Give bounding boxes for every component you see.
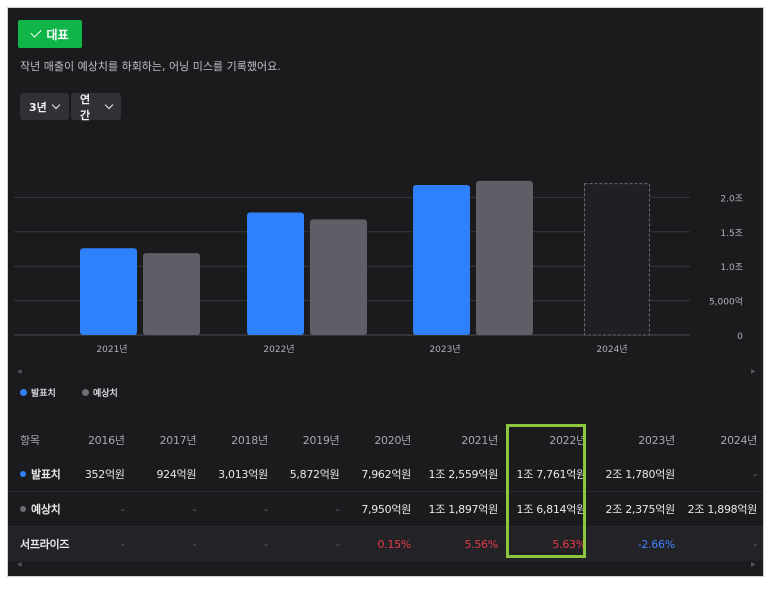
legend-item-actual: 발표치 [20,386,56,399]
table-header-cell: 2019년 [268,423,340,457]
table-cell: - [675,457,764,492]
bar-estimate [310,219,367,335]
estimate-dot-icon [20,506,26,512]
table-cell: - [125,492,197,527]
table-cell: 1조 6,814억원 [498,492,586,527]
x-tick-label: 2021년 [96,344,127,355]
table-cell: 1조 7,761억원 [498,457,586,492]
table-header-cell: 항목 [8,423,82,457]
y-tick-label: 2.0조 [720,194,743,204]
table-cell: 3,013억원 [196,457,268,492]
bar-actual [247,213,304,335]
period-dropdown-label: 3년 [29,99,47,115]
table-cell: 7,950억원 [339,492,411,527]
bar-estimate [143,253,200,335]
table-scroll-left-icon[interactable]: ◀ [17,561,22,568]
table-cell: - [268,527,340,562]
table-cell: 7,962억원 [339,457,411,492]
table-cell: 2조 2,375억원 [586,492,675,527]
chart-scroll-right-icon[interactable]: ▶ [751,368,756,375]
actual-dot-icon [20,471,26,477]
table-cell: - [196,527,268,562]
legend-actual-label: 발표치 [31,386,56,399]
table-cell: 1조 1,897억원 [411,492,498,527]
row-label-surprise: 서프라이즈 [8,527,82,562]
table-cell: 352억원 [82,457,125,492]
table-cell: 2조 1,898억원 [675,492,764,527]
bar-estimate [476,181,533,335]
table-cell: - [196,492,268,527]
table-cell: - [82,492,125,527]
revenue-bar-chart: 0 5,000억 1.0조 1.5조 2.0조 2021년 2022년 2023년 2024년 [8,138,764,368]
summary-text: 작년 매출이 예상치를 하회하는, 어닝 미스를 기록했어요. [20,58,281,74]
check-icon [31,26,42,37]
bar-actual [413,185,470,335]
frequency-dropdown-label: 연간 [80,91,100,123]
chevron-down-icon [105,100,113,108]
table-scroll-right-icon[interactable]: ▶ [751,561,756,568]
chart-scroll-left-icon[interactable]: ◀ [17,368,22,375]
x-tick-label: 2023년 [429,344,460,355]
table-row-estimate: 예상치 - - - - 7,950억원 1조 1,897억원 1조 6,814억… [8,492,764,527]
table-cell: - [675,527,764,562]
table-header-cell: 2023년 [586,423,675,457]
x-tick-label: 2022년 [263,344,294,355]
table-header-cell: 2021년 [411,423,498,457]
table-cell: 5.56% [411,527,498,562]
table-cell: -2.66% [586,527,675,562]
table-cell: - [82,527,125,562]
legend-estimate-label: 예상치 [93,386,118,399]
representative-badge[interactable]: 대표 [18,20,82,48]
earnings-panel: 대표 작년 매출이 예상치를 하회하는, 어닝 미스를 기록했어요. 3년 연간… [7,7,764,577]
table-header-cell: 2022년 [498,423,586,457]
table-cell: - [125,527,197,562]
table-header-cell: 2018년 [196,423,268,457]
table-cell: 924억원 [125,457,197,492]
frequency-dropdown[interactable]: 연간 [71,93,121,120]
row-label-text: 발표치 [31,468,60,481]
table-header-cell: 2024년 [675,423,764,457]
chevron-down-icon [52,100,60,108]
badge-label: 대표 [46,26,68,43]
table-header-cell: 2016년 [82,423,125,457]
table-cell: 1조 2,559억원 [411,457,498,492]
x-tick-label: 2024년 [596,344,627,355]
legend-estimate-dot [82,389,89,396]
y-tick-label: 1.0조 [720,263,743,273]
period-dropdown[interactable]: 3년 [20,93,69,120]
row-label-estimate: 예상치 [8,492,82,527]
table-header-cell: 2017년 [125,423,197,457]
row-label-actual: 발표치 [8,457,82,492]
row-label-text: 예상치 [31,503,60,516]
y-tick-label: 1.5조 [720,229,743,239]
y-tick-label: 0 [737,332,743,342]
table-cell: 5,872억원 [268,457,340,492]
table-cell: 5.63% [498,527,586,562]
bar-estimate-forecast [585,184,650,335]
legend-item-estimate: 예상치 [82,386,118,399]
table-header-row: 항목 2016년 2017년 2018년 2019년 2020년 2021년 2… [8,423,764,457]
table-cell: - [268,492,340,527]
table-row-surprise: 서프라이즈 - - - - 0.15% 5.56% 5.63% -2.66% - [8,527,764,562]
table-cell: 2조 1,780억원 [586,457,675,492]
table-header-cell: 2020년 [339,423,411,457]
bar-actual [80,248,137,335]
earnings-table: 항목 2016년 2017년 2018년 2019년 2020년 2021년 2… [8,423,764,561]
y-tick-label: 5,000억 [709,296,743,308]
table-row-actual: 발표치 352억원 924억원 3,013억원 5,872억원 7,962억원 … [8,457,764,492]
legend-actual-dot [20,389,27,396]
table-cell: 0.15% [339,527,411,562]
